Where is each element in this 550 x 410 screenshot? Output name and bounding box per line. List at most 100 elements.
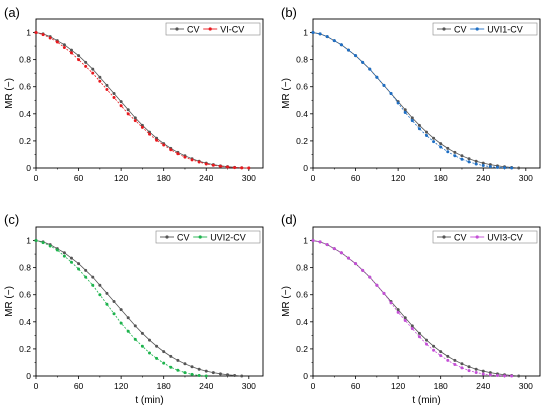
- legend-entry: CV: [454, 232, 467, 242]
- data-point: [140, 125, 144, 129]
- data-point: [375, 283, 379, 287]
- data-point: [495, 373, 499, 377]
- legend-entry: UVI1-CV: [487, 24, 523, 34]
- data-point: [112, 300, 116, 303]
- data-point: [375, 75, 379, 79]
- data-point: [503, 374, 507, 378]
- x-tick-label: 240: [476, 381, 490, 391]
- data-point: [112, 312, 116, 316]
- data-point: [417, 331, 421, 335]
- data-point: [453, 362, 457, 366]
- x-tick-label: 240: [199, 381, 213, 391]
- data-point: [233, 166, 237, 170]
- data-point: [318, 32, 322, 36]
- x-tick-label: 300: [242, 173, 256, 183]
- data-point: [77, 58, 81, 62]
- y-axis-label: MR (−): [4, 286, 15, 317]
- data-point: [190, 365, 194, 369]
- data-point: [148, 338, 151, 342]
- data-point: [446, 150, 450, 154]
- x-axis-label: t (min): [412, 395, 440, 406]
- data-point: [325, 243, 329, 247]
- y-tick-label: 0.8: [19, 55, 31, 65]
- data-point: [453, 150, 457, 154]
- data-point: [460, 366, 464, 370]
- data-point: [460, 362, 464, 366]
- legend-swatch-marker: [475, 27, 479, 31]
- data-point: [183, 155, 187, 159]
- series-line-1: [312, 240, 519, 377]
- y-tick-label: 0.8: [19, 263, 31, 273]
- data-point: [354, 262, 358, 266]
- data-point: [361, 268, 365, 272]
- data-point: [467, 365, 471, 369]
- data-point: [204, 369, 208, 373]
- y-tick-label: 0.8: [296, 263, 308, 273]
- y-axis-label: MR (−): [281, 286, 292, 317]
- y-tick-label: 0.2: [296, 344, 308, 354]
- series-line-1: [35, 32, 249, 169]
- data-point: [389, 92, 393, 95]
- data-point: [403, 318, 407, 322]
- series-line-2: [312, 32, 512, 169]
- data-point: [432, 348, 436, 352]
- y-tick-label: 0.6: [19, 82, 31, 92]
- data-point: [34, 239, 38, 243]
- data-point: [62, 251, 66, 255]
- data-point: [105, 291, 109, 295]
- legend-entry: CV: [454, 24, 467, 34]
- data-point: [148, 351, 151, 355]
- x-tick-label: 0: [311, 381, 316, 391]
- data-point: [446, 354, 450, 358]
- legend-swatch-marker: [198, 235, 202, 239]
- data-point: [467, 369, 471, 373]
- data-point: [169, 354, 173, 358]
- y-tick-label: 1: [303, 28, 308, 38]
- data-point: [62, 43, 66, 47]
- data-point: [460, 154, 464, 158]
- data-point: [425, 130, 428, 134]
- data-point: [346, 256, 350, 260]
- legend-entry: VI-CV: [220, 24, 244, 34]
- x-tick-label: 0: [311, 173, 316, 183]
- y-tick-label: 0: [303, 163, 308, 173]
- data-point: [417, 335, 421, 339]
- data-point: [240, 374, 244, 378]
- data-point: [112, 92, 116, 95]
- x-tick-label: 180: [157, 381, 171, 391]
- x-tick-label: 240: [476, 173, 490, 183]
- data-point: [410, 324, 414, 328]
- x-tick-label: 120: [114, 381, 128, 391]
- data-point: [176, 358, 180, 362]
- data-point: [91, 275, 95, 279]
- series-line-2: [312, 240, 512, 377]
- data-point: [133, 337, 137, 341]
- data-point: [211, 371, 215, 375]
- data-point: [218, 164, 222, 168]
- data-point: [126, 329, 130, 333]
- data-point: [62, 254, 66, 258]
- data-point: [126, 316, 130, 320]
- legend-swatch-marker: [165, 235, 169, 239]
- data-point: [105, 83, 109, 87]
- data-point: [361, 60, 365, 64]
- series-line-1: [35, 240, 242, 377]
- data-point: [325, 35, 329, 39]
- data-point: [368, 275, 372, 279]
- data-point: [197, 373, 201, 377]
- data-point: [105, 87, 109, 91]
- data-point: [417, 127, 421, 131]
- data-point: [439, 142, 443, 146]
- data-point: [410, 327, 414, 331]
- data-point: [481, 369, 485, 373]
- data-point: [439, 350, 443, 354]
- data-point: [98, 79, 102, 83]
- data-point: [91, 67, 95, 71]
- data-point: [403, 110, 407, 114]
- y-tick-label: 0.4: [296, 109, 308, 119]
- data-point: [155, 356, 159, 360]
- data-point: [176, 368, 180, 372]
- panel-label: (b): [281, 5, 297, 20]
- legend-swatch-marker: [442, 235, 446, 239]
